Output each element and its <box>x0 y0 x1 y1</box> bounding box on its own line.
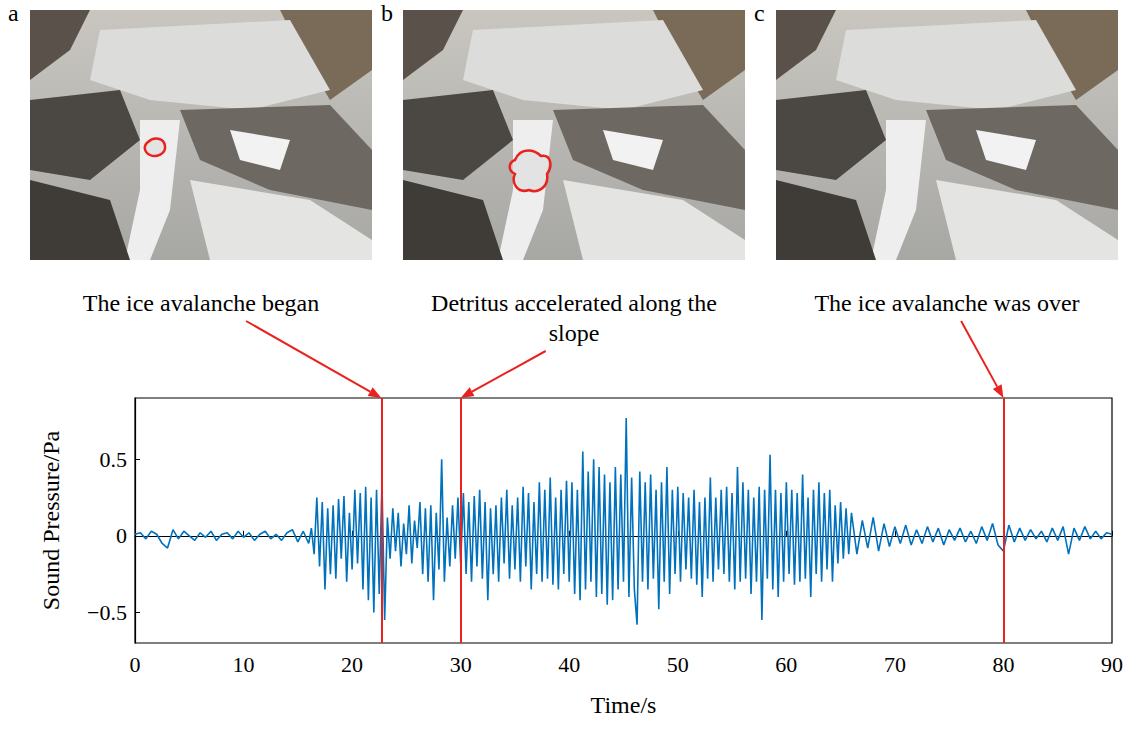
svg-text:50: 50 <box>667 652 689 677</box>
svg-text:10: 10 <box>233 652 255 677</box>
svg-text:−0.5: −0.5 <box>87 600 127 625</box>
svg-text:30: 30 <box>450 652 472 677</box>
html-text:Detritus accelerated along the: Detritus accelerated along the slope <box>431 290 717 346</box>
svg-text:40: 40 <box>558 652 580 677</box>
html-text:a: a <box>8 0 19 26</box>
svg-text:0: 0 <box>116 523 127 548</box>
svg-text:0: 0 <box>130 652 141 677</box>
svg-text:0.5: 0.5 <box>100 447 128 472</box>
html-text:The ice avalanche was over: The ice avalanche was over <box>814 290 1080 316</box>
svg-text:Time/s: Time/s <box>591 692 657 718</box>
svg-text:Sound Pressure/Pa: Sound Pressure/Pa <box>38 430 64 610</box>
html-text:b: b <box>381 0 393 26</box>
svg-text:70: 70 <box>884 652 906 677</box>
svg-text:90: 90 <box>1101 652 1123 677</box>
html-text:c: c <box>754 0 765 26</box>
svg-text:60: 60 <box>775 652 797 677</box>
svg-text:80: 80 <box>992 652 1014 677</box>
svg-text:20: 20 <box>341 652 363 677</box>
html-text:The ice avalanche began: The ice avalanche began <box>82 290 320 316</box>
